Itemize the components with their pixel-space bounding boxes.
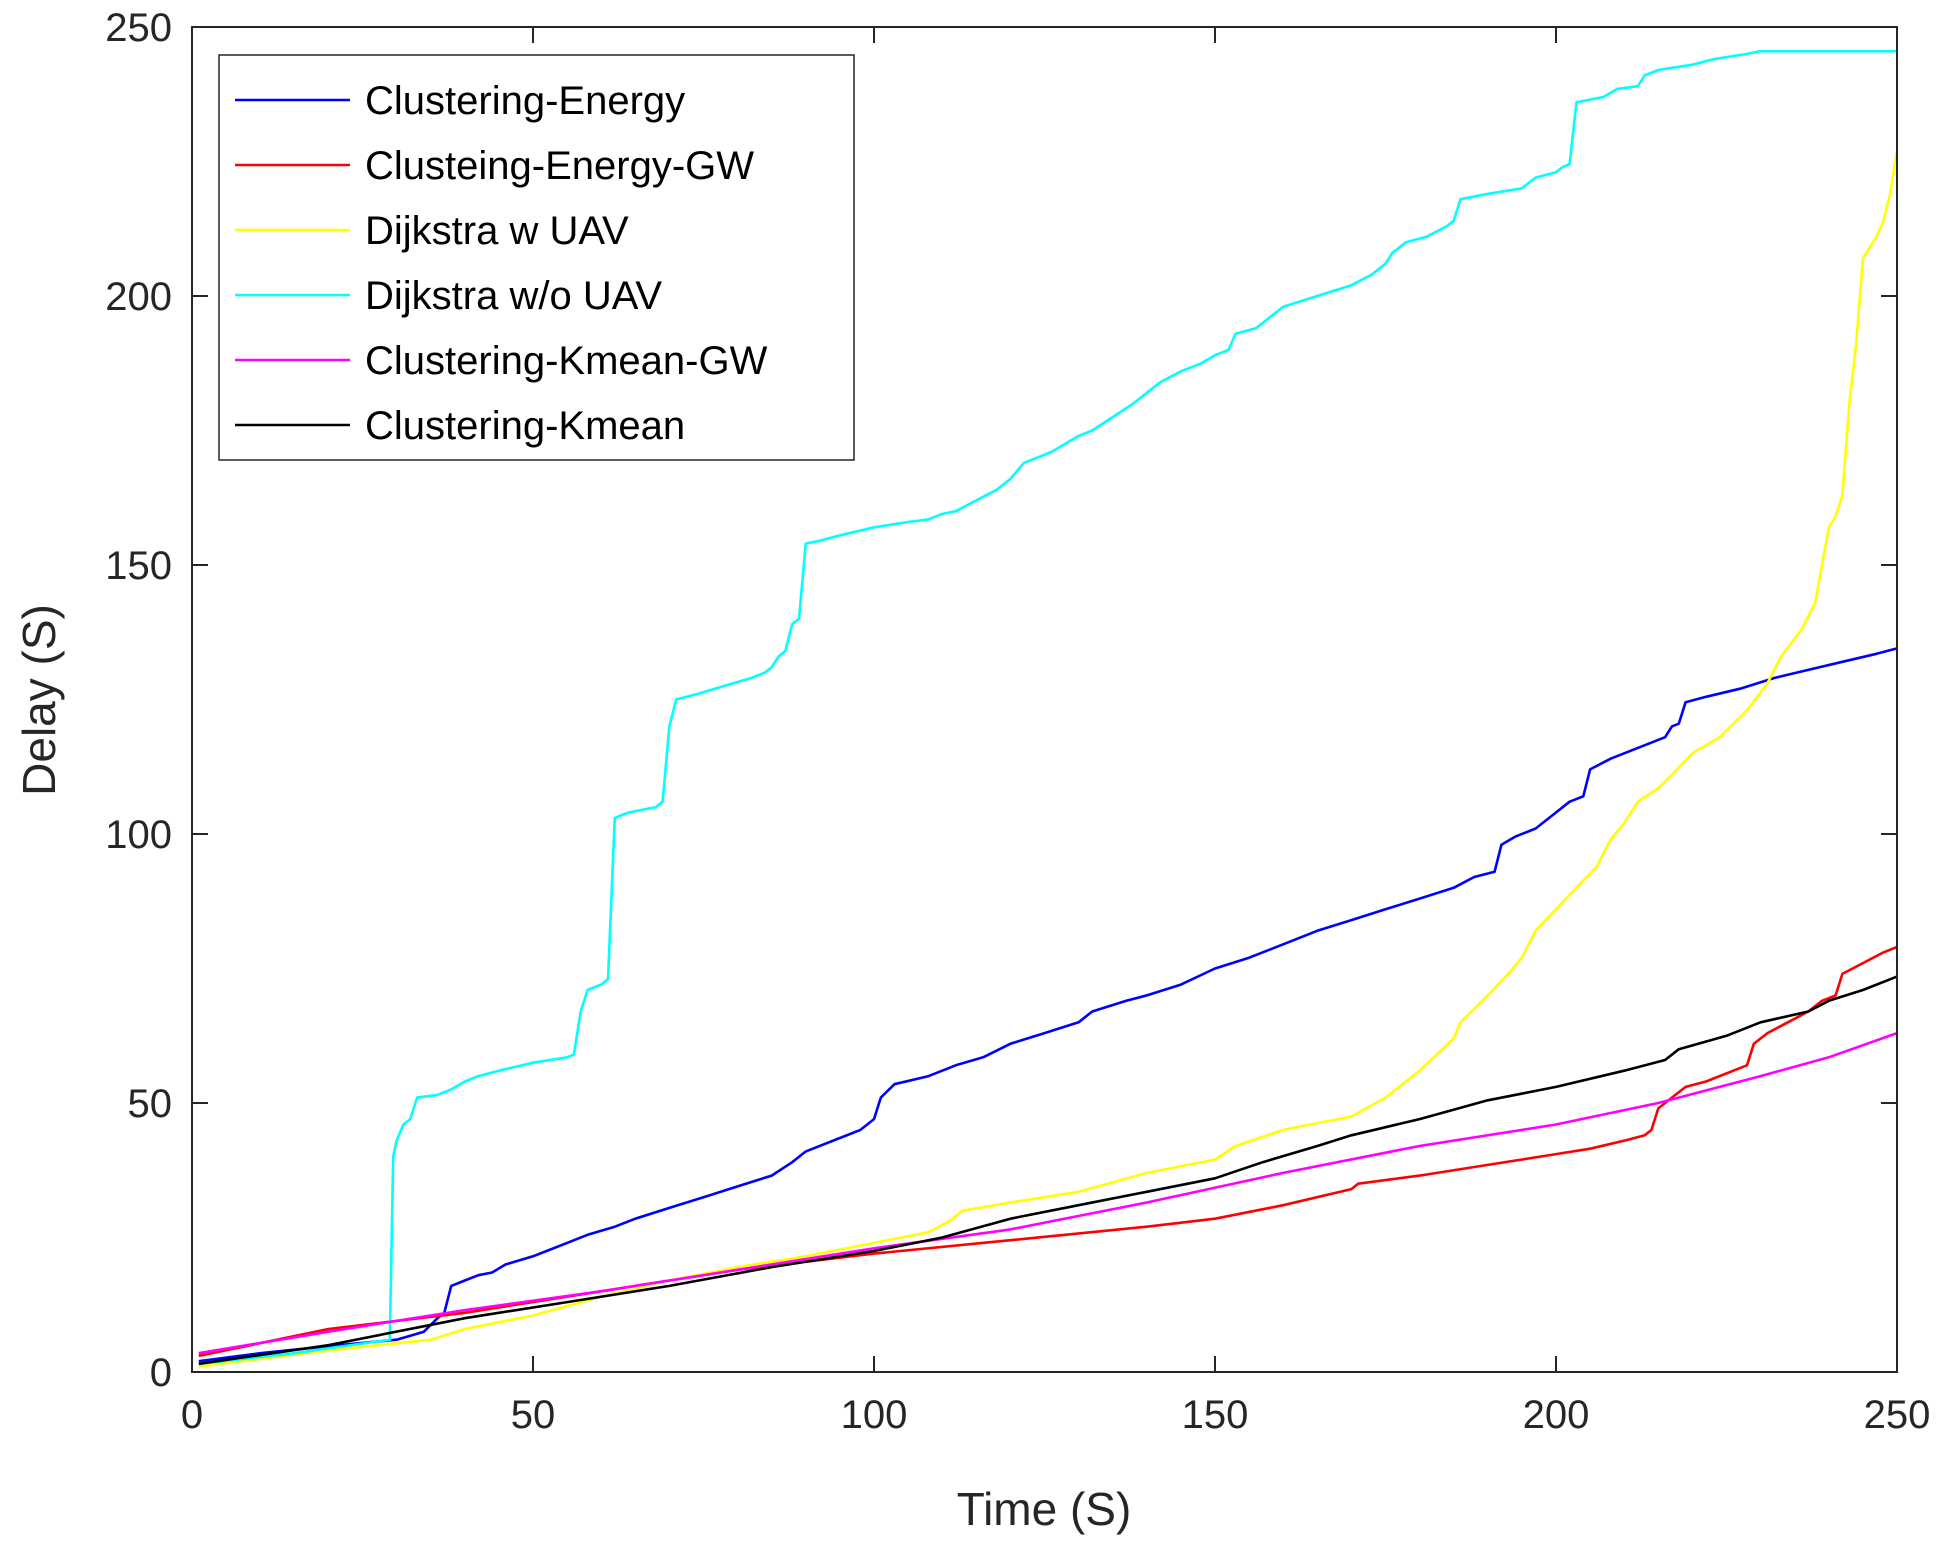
series-line-1 [198,647,1898,1363]
y-tick-label: 250 [105,6,172,50]
x-ticks: 0 50 100 150 200 250 [181,27,1931,1437]
axes-frame [191,26,1898,1373]
x-axis-title: Time (S) [957,1483,1132,1535]
x-tick-label: 250 [1864,1393,1931,1437]
y-tick-label: 0 [150,1351,172,1395]
y-axis-title: Delay (S) [13,604,65,796]
legend-label: Clustering-Kmean-GW [365,339,768,383]
series-line-6 [198,975,1898,1366]
x-tick-label: 100 [841,1393,908,1437]
legend-box [218,54,855,461]
y-tick-label: 50 [128,1082,173,1126]
legend-label: Dijkstra w UAV [365,209,629,253]
series-line-3 [198,150,1899,1368]
x-tick-label: 150 [1182,1393,1249,1437]
legend: Clustering-Energy Clusteing-Energy-GW Dijk… [218,54,855,461]
legend-label: Clusteing-Energy-GW [365,144,754,188]
series-layer [198,49,1899,1368]
legend-label: Clustering-Energy [365,79,685,123]
x-tick-label: 50 [511,1393,556,1437]
axes-box [191,26,1898,1373]
x-tick-label: 200 [1523,1393,1590,1437]
legend-label: Clustering-Kmean [365,404,685,448]
series-line-4 [198,49,1897,1366]
y-tick-label: 200 [105,275,172,319]
y-tick-label: 150 [105,544,172,588]
y-tick-label: 100 [105,813,172,857]
legend-label: Dijkstra w/o UAV [365,274,662,318]
series-line-5 [198,1031,1898,1355]
x-tick-label: 0 [181,1393,203,1437]
y-ticks: 0 50 100 150 200 250 [105,6,1897,1395]
